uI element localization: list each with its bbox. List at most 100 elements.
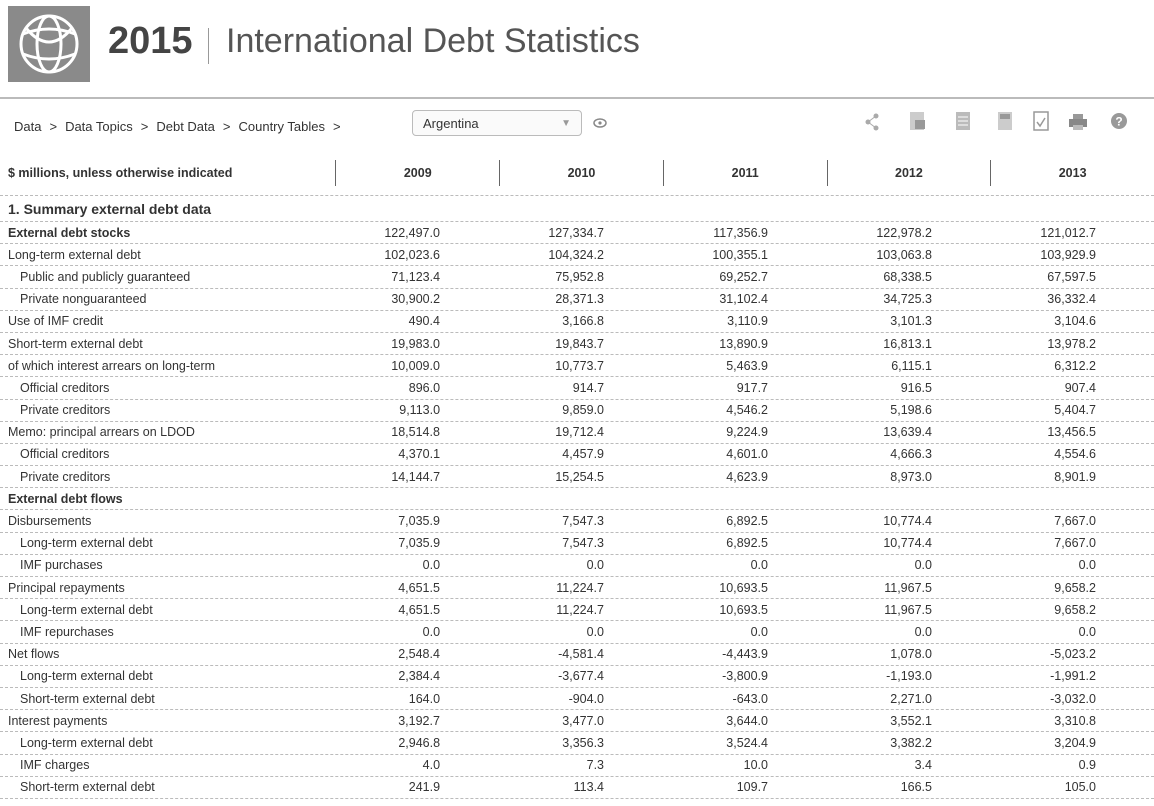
table-row: Public and publicly guaranteed 71,123.4 75…	[0, 266, 1154, 289]
section-title: 1. Summary external debt data	[0, 196, 1154, 222]
cell: 0.0	[422, 558, 441, 573]
cell: 3,382.2	[890, 735, 932, 750]
breadcrumb-item[interactable]: Data Topics	[65, 118, 133, 134]
table-row: Memo: principal arrears on LDOD 18,514.8 1…	[0, 422, 1154, 444]
row-label: Use of IMF credit	[8, 314, 104, 329]
cell: 0.0	[1078, 558, 1096, 573]
cell: 4.0	[422, 758, 441, 773]
cell: 3,552.1	[890, 713, 932, 728]
pdf-icon[interactable]	[1033, 111, 1049, 131]
share-icon[interactable]	[865, 113, 879, 131]
country-select[interactable]: Argentina ▼	[412, 110, 582, 136]
row-label: External debt stocks	[8, 225, 131, 240]
cell: 10,693.5	[719, 580, 768, 595]
logo[interactable]	[8, 6, 90, 82]
cell: 896.0	[408, 380, 441, 395]
unit-note: $ millions, unless otherwise indicated	[8, 165, 233, 180]
row-label: IMF purchases	[20, 558, 103, 573]
divider	[208, 28, 209, 64]
cell: 907.4	[1064, 380, 1096, 395]
cell: 0.0	[586, 624, 605, 639]
table-row: Private creditors 9,113.0 9,859.0 4,546.2 5,…	[0, 400, 1154, 422]
cell: 122,978.2	[876, 225, 932, 240]
toolbar: ?	[865, 111, 1127, 131]
cell: 7,667.0	[1054, 514, 1096, 529]
row-label: Disbursements	[8, 514, 92, 529]
row-label: Long-term external debt	[20, 735, 153, 750]
country: Argentina	[423, 116, 479, 131]
help-icon[interactable]: ?	[1111, 113, 1127, 129]
table-row: Disbursements 7,035.9 7,547.3 6,892.5 10,774…	[0, 510, 1154, 533]
cell: 102,023.6	[384, 247, 440, 262]
print-icon[interactable]	[1069, 114, 1087, 130]
table-row: Short-term external debt 241.9 113.4 109.7 1…	[0, 777, 1154, 799]
cell: 34,725.3	[883, 292, 932, 307]
excel-icon[interactable]	[910, 112, 925, 130]
table-row: of which interest arrears on long-term 10…	[0, 355, 1154, 378]
cell: 117,356.9	[713, 225, 768, 240]
row-label: Interest payments	[8, 713, 108, 728]
cell: 11,967.5	[884, 580, 932, 595]
cell: -904.0	[568, 691, 605, 706]
cell: 4,457.9	[562, 447, 605, 462]
column-header: 2011	[662, 159, 827, 186]
cell: 104,324.2	[548, 247, 604, 262]
cell: 5,198.6	[890, 403, 932, 418]
cell: 2,384.4	[398, 669, 441, 684]
cell: 1,078.0	[890, 647, 932, 662]
table-row: Short-term external debt 164.0 -904.0 -643.…	[0, 688, 1154, 711]
cell: 3,104.6	[1054, 314, 1096, 329]
breadcrumb-item[interactable]: Debt Data	[156, 118, 215, 134]
row-label: Private creditors	[20, 469, 111, 484]
cell: 10,774.4	[883, 536, 932, 551]
table-row: Long-term external debt 4,651.5 11,224.7 10…	[0, 599, 1154, 622]
row-label: Official creditors	[20, 447, 110, 462]
breadcrumb-separator: >	[222, 118, 231, 134]
row-label: Private nonguaranteed	[20, 292, 147, 307]
cell: -4,581.4	[558, 647, 604, 662]
cell: 19,983.0	[391, 336, 440, 351]
cell: 103,929.9	[1040, 247, 1096, 262]
cell: 241.9	[408, 780, 441, 795]
debt-table: $ millions, unless otherwise indicated 20…	[0, 150, 1154, 799]
view-icon[interactable]	[592, 116, 608, 130]
cell: 18,514.8	[391, 425, 440, 440]
cell: 13,639.4	[883, 425, 932, 440]
cell: 7,035.9	[398, 514, 440, 529]
row-label: Memo: principal arrears on LDOD	[8, 425, 195, 440]
cell: 28,371.3	[555, 292, 605, 307]
table-row: Short-term external debt 19,983.0 19,843.7…	[0, 333, 1154, 356]
cell: 9,113.0	[399, 403, 441, 418]
cell: -5,023.2	[1050, 647, 1096, 662]
breadcrumb-item[interactable]: Country Tables	[238, 118, 325, 134]
csv-icon[interactable]	[956, 112, 970, 130]
header-row: $ millions, unless otherwise indicated 20…	[0, 150, 1154, 196]
table-row: Interest payments 3,192.7 3,477.0 3,644.0 3,…	[0, 710, 1154, 733]
cell: 6,892.5	[726, 536, 768, 551]
cell: 9,859.0	[562, 403, 605, 418]
table-row: Long-term external debt 7,035.9 7,547.3 6,8…	[0, 533, 1154, 555]
cell: 3,101.3	[890, 314, 932, 329]
cell: 7,667.0	[1054, 536, 1096, 551]
cell: 103,063.8	[876, 247, 932, 262]
row-label: External debt flows	[8, 491, 123, 506]
cell: 127,334.7	[548, 225, 604, 240]
cell: -3,800.9	[722, 669, 768, 684]
cell: 2,946.8	[398, 735, 441, 750]
cell: 2,271.0	[890, 691, 932, 706]
svg-text:?: ?	[1115, 115, 1122, 129]
cell: 7,035.9	[398, 536, 441, 551]
doc-icon[interactable]	[998, 112, 1012, 130]
cell: -1,991.2	[1050, 669, 1096, 684]
cell: 10.0	[743, 758, 768, 773]
cell: 69,252.7	[719, 269, 768, 284]
breadcrumb-item[interactable]: Data	[14, 118, 42, 134]
breadcrumb-separator: >	[332, 118, 341, 134]
cell: 15,254.5	[555, 469, 605, 484]
cell: 0.0	[914, 558, 932, 573]
cell: -1,193.0	[886, 669, 932, 684]
breadcrumb: Data > Data Topics > Debt Data > Country Table…	[14, 112, 341, 140]
cell: 9,658.2	[1054, 602, 1096, 617]
cell: 31,102.4	[719, 292, 768, 307]
